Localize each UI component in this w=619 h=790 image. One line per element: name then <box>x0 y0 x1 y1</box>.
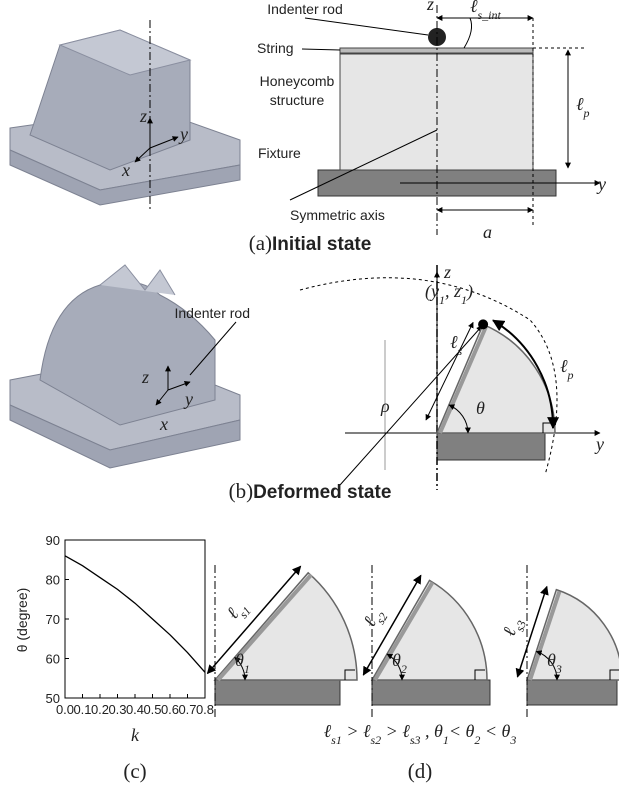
axis-label: y <box>594 434 604 454</box>
symbol-label: θ <box>476 398 485 418</box>
dimension-label-sub: p <box>567 368 574 382</box>
length-label: ℓs1 <box>222 596 254 627</box>
dimension-label: ℓs_int <box>470 0 502 22</box>
caption-letter: (b) <box>229 479 254 503</box>
fixture <box>527 680 617 705</box>
relation-sub: 3 <box>509 733 516 747</box>
x-tick-label: 0.5 <box>143 702 161 717</box>
indenter <box>478 319 488 329</box>
render-deformed <box>10 265 240 468</box>
fixture <box>372 680 490 705</box>
dimension-label-sub: s <box>458 344 463 358</box>
y-tick-label: 90 <box>46 533 60 548</box>
y-axis-label: θ (degree) <box>14 588 30 653</box>
dimension-label: a <box>483 222 492 242</box>
angle-label-sub: 2 <box>401 662 407 676</box>
point-label-part: , z <box>445 281 461 301</box>
x-tick-label: 0.8 <box>196 702 214 717</box>
axis-label: z <box>139 106 147 126</box>
caption: (d) <box>408 759 433 783</box>
axis-label: z <box>426 0 434 14</box>
angle-label-part: θ <box>392 650 401 670</box>
label: Symmetric axis <box>290 207 385 223</box>
y-tick-label: 80 <box>46 573 60 588</box>
data-line <box>65 556 205 673</box>
y-tick-label: 70 <box>46 612 60 627</box>
label: Fixture <box>258 145 301 161</box>
axis-label: y <box>596 174 606 194</box>
relation-sub: s1 <box>331 733 342 747</box>
angle-label-part: θ <box>235 650 244 670</box>
axis-label: x <box>159 414 168 434</box>
dimension-label: ℓp <box>560 356 574 382</box>
x-tick-label: 0.4 <box>126 702 144 717</box>
angle-label-sub: 1 <box>244 662 250 676</box>
label: Indenter rod <box>175 305 251 321</box>
caption-title: Initial state <box>272 234 371 255</box>
dimension-label-sub: p <box>583 106 590 120</box>
label: String <box>257 40 294 56</box>
plot-frame <box>65 540 205 698</box>
axis-label: z <box>141 367 149 387</box>
dimension-label-sub: s_int <box>478 8 502 22</box>
x-axis-label: k <box>131 725 140 745</box>
page: Indenter rod String Honeycomb structure Fixt… <box>0 0 619 790</box>
caption: (a)Initial state <box>249 231 372 255</box>
relation-sub: s2 <box>370 733 381 747</box>
relation-part: < θ <box>449 721 475 741</box>
label: Honeycomb <box>260 73 335 89</box>
label: structure <box>270 92 325 108</box>
caption: (c) <box>123 759 146 783</box>
x-tick-label: 0.6 <box>161 702 179 717</box>
angle-label-sub: 3 <box>555 662 562 676</box>
symbol-label: ρ <box>380 396 390 416</box>
y-tick-label: 60 <box>46 652 60 667</box>
relation: ℓs1 > ℓs2 > ℓs3 , θ1< θ2 < θ3 <box>324 721 517 747</box>
x-tick-label: 0.7 <box>178 702 196 717</box>
point-label-part: ) <box>466 281 473 302</box>
render-initial <box>10 20 240 210</box>
point-label-part: (y <box>425 281 439 302</box>
caption-title: Deformed state <box>253 482 391 503</box>
length-label: ℓs2 <box>359 604 391 633</box>
label: Indenter rod <box>267 1 343 17</box>
dimension-label: ℓp <box>576 94 590 120</box>
x-tick-label: 0.3 <box>108 702 126 717</box>
axis-label: y <box>178 124 188 144</box>
relation-part: > ℓ <box>381 721 410 741</box>
axis-label: z <box>443 262 451 282</box>
figure: Indenter rod String Honeycomb structure Fixt… <box>0 0 619 790</box>
axis-label: y <box>183 389 193 409</box>
relation-part: > ℓ <box>342 721 371 741</box>
relation-sub: s3 <box>410 733 421 747</box>
x-tick-label: 0.1 <box>73 702 91 717</box>
caption: (b)Deformed state <box>229 479 392 503</box>
point-label: (y1, z1) <box>425 281 473 307</box>
caption-letter: (a) <box>249 231 272 255</box>
length-label: ℓs3 <box>499 615 529 640</box>
relation-part: , θ <box>420 721 443 741</box>
diagram-initial <box>290 5 600 235</box>
x-tick-label: 0.2 <box>91 702 109 717</box>
axis-label: x <box>121 160 130 180</box>
angle-label-part: θ <box>547 650 556 670</box>
relation-part: < θ <box>480 721 510 741</box>
chart <box>65 540 205 698</box>
y-tick-label: 50 <box>46 691 60 706</box>
fixture <box>215 680 340 705</box>
diagram-comparison <box>207 565 619 718</box>
